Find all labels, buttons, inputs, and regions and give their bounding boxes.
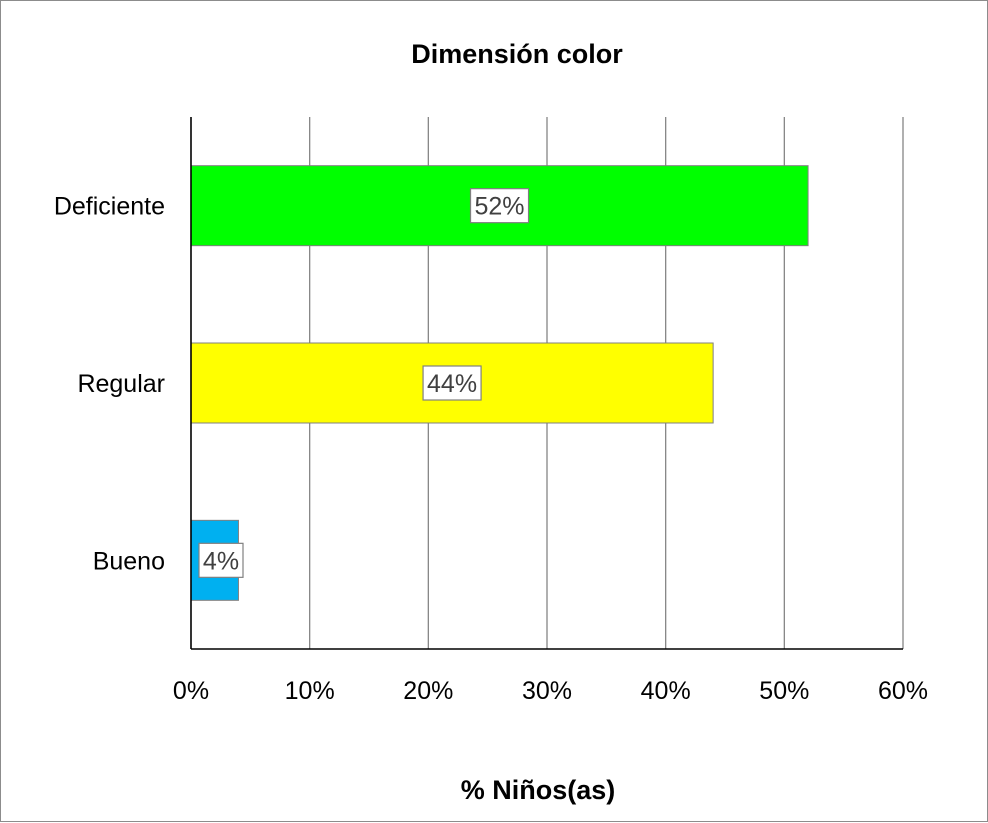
- bars: [190, 165, 809, 601]
- data-label-box: [469, 188, 530, 224]
- x-tick-label: 10%: [285, 677, 335, 705]
- x-tick-label: 0%: [173, 677, 209, 705]
- data-label-box: [198, 542, 244, 578]
- category-label: Deficiente: [54, 193, 165, 221]
- data-labels: 52% 44% 4%: [198, 188, 530, 578]
- data-label: 4%: [203, 547, 239, 575]
- bar-deficiente: [190, 165, 809, 247]
- x-tick-label: 40%: [641, 677, 691, 705]
- data-label: 44%: [427, 370, 477, 398]
- category-label: Bueno: [93, 547, 165, 575]
- x-tick-label: 30%: [522, 677, 572, 705]
- axes: [190, 117, 903, 650]
- x-axis-title: % Niños(as): [461, 775, 616, 805]
- category-labels: Deficiente Regular Bueno: [54, 193, 165, 576]
- chart-title: Dimensión color: [411, 39, 623, 69]
- category-label: Regular: [77, 370, 165, 398]
- x-tick-label: 20%: [403, 677, 453, 705]
- data-label: 52%: [475, 193, 525, 221]
- x-tick-labels: 0% 10% 20% 30% 40% 50% 60%: [173, 677, 928, 705]
- data-label-box: [422, 365, 482, 401]
- x-tick-label: 50%: [759, 677, 809, 705]
- x-tick-label: 60%: [878, 677, 928, 705]
